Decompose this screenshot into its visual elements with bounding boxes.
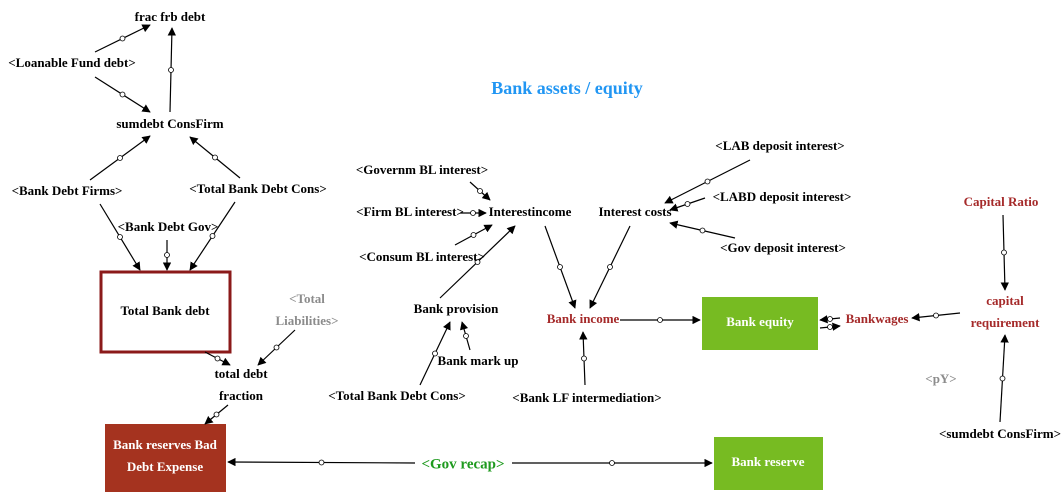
node-label: Interest costs [598, 204, 671, 219]
arrow-handle [117, 155, 123, 161]
arrow-handle [119, 91, 126, 98]
arrow-handle [699, 227, 706, 234]
node-label: Bank income [547, 311, 620, 326]
node-label: <Bank Debt Gov> [118, 219, 219, 234]
nodes: frac frb debt <Loanable Fund debt> sumdebt… [8, 9, 1061, 474]
arrow-handle [209, 233, 216, 239]
node-label: frac frb debt [135, 9, 206, 24]
arrow-handle [470, 232, 477, 238]
node-label: Bank reserves Bad [113, 437, 218, 452]
node-label: <pY> [925, 371, 956, 386]
stock-box [714, 437, 823, 490]
arrow-handle [1001, 249, 1007, 256]
node-label: <Bank LF intermediation> [512, 390, 661, 405]
node-label: Bank equity [726, 314, 794, 329]
arrow-handle [557, 264, 563, 270]
arrow-handle [117, 234, 123, 240]
node-label: capital [986, 293, 1024, 308]
node-label: <Gov deposit interest> [720, 240, 846, 255]
arrow-handle [273, 344, 280, 351]
arrow-handle [474, 259, 481, 265]
arrow-handle [999, 375, 1006, 382]
arrow-handle [827, 316, 833, 322]
arrow-handle [119, 35, 126, 42]
node-label: Debt Expense [127, 459, 203, 474]
arrow-handle [607, 264, 613, 270]
node-label: Bank reserve [731, 454, 804, 469]
node-label: sumdebt ConsFirm [116, 116, 223, 131]
arrow-handle [168, 67, 174, 73]
node-label: Capital Ratio [964, 194, 1039, 209]
stock-box [105, 424, 226, 492]
arrows [89, 24, 1009, 468]
node-label: total debt [214, 366, 268, 381]
arrow-handle [212, 154, 218, 161]
arrow-handle [657, 317, 663, 323]
node-label: <Total Bank Debt Cons> [328, 388, 466, 403]
node-label: Bankwages [846, 311, 909, 326]
node-label: <Total Bank Debt Cons> [189, 181, 327, 196]
node-label: <LABD deposit interest> [713, 189, 852, 204]
node-label: <Bank Debt Firms> [12, 183, 123, 198]
arrow-handle [581, 355, 587, 362]
node-label: Liabilities> [275, 313, 338, 328]
arrow-handle [214, 355, 221, 362]
node-label: <Gov recap> [421, 456, 504, 472]
arrow-handle [827, 324, 833, 330]
arrow-handle [609, 460, 615, 466]
node-label: <Governm BL interest> [356, 162, 488, 177]
arrow-handle [432, 350, 438, 357]
arrow-handle [477, 188, 483, 194]
node-label: <Loanable Fund debt> [8, 55, 136, 70]
node-label: fraction [219, 388, 264, 403]
arrow-handle [933, 312, 939, 319]
arrow-handle [213, 411, 220, 418]
arrow-handle [318, 459, 325, 466]
node-label: requirement [971, 315, 1041, 330]
arrow-handle [164, 252, 170, 258]
arrow-handle [470, 210, 476, 216]
node-label: Bank mark up [438, 353, 519, 368]
node-label: <Firm BL interest> [356, 204, 464, 219]
node-label: Bank provision [414, 301, 499, 316]
arrow-handle [463, 333, 469, 339]
node-label: <sumdebt ConsFirm> [939, 426, 1061, 441]
stock-box [99, 270, 232, 354]
arrow-handle [684, 201, 691, 207]
node-label: <Consum BL interest> [359, 249, 485, 264]
diagram-title: Bank assets / equity [491, 78, 643, 98]
node-label: <LAB deposit interest> [715, 138, 844, 153]
node-label: Total Bank debt [120, 303, 210, 318]
node-label: Interestincome [489, 204, 572, 219]
arrow-handle [704, 178, 711, 185]
stock-box [702, 297, 818, 350]
node-label: <Total [289, 291, 325, 306]
